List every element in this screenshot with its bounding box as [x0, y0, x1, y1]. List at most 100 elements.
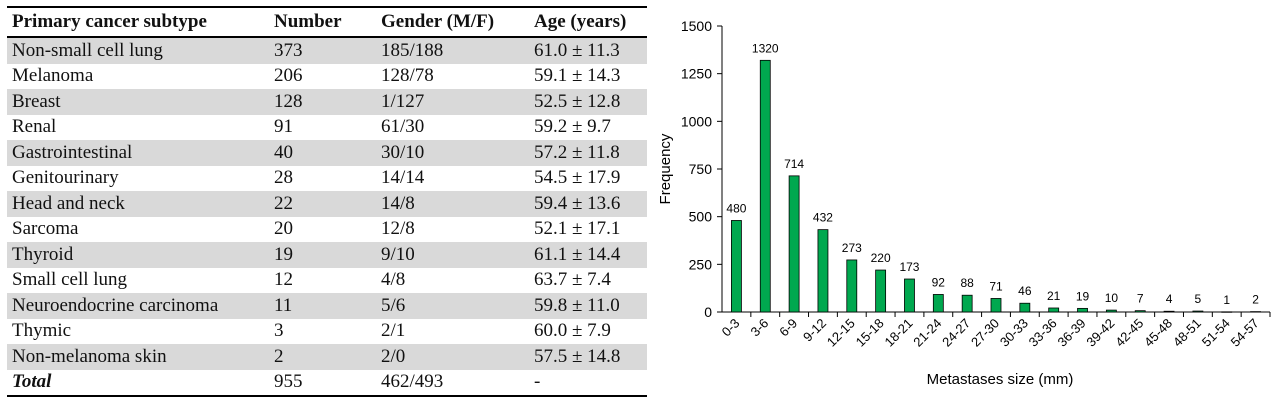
cell-gender: 1/127	[381, 90, 425, 112]
cell-gender: 30/10	[381, 141, 425, 163]
cell-gender: 12/8	[381, 218, 415, 240]
cell-number: 91	[274, 116, 293, 138]
cell-subtype: Neuroendocrine carcinoma	[12, 294, 219, 316]
cell-age: 63.7 ± 7.4	[534, 269, 611, 291]
cancer-subtype-table: Primary cancer subtype Number Gender (M/…	[7, 6, 647, 397]
x-tick-label: 15-18	[853, 316, 887, 350]
bar	[875, 269, 887, 313]
data-label: 92	[932, 275, 946, 289]
table-header-row: Primary cancer subtype Number Gender (M/…	[7, 7, 647, 37]
data-label: 71	[989, 279, 1003, 293]
data-label: 480	[726, 201, 746, 215]
cell-age: 61.0 ± 11.3	[534, 39, 620, 61]
cell-number: 373	[274, 39, 303, 61]
total-cell-gender: 462/493	[381, 371, 444, 393]
x-tick-label: 48-51	[1170, 316, 1204, 350]
cell-subtype: Gastrointestinal	[12, 141, 133, 163]
cell-subtype: Melanoma	[12, 65, 94, 87]
header-age: Age (years)	[534, 11, 627, 32]
x-tick-label: 0-3	[719, 316, 743, 340]
data-label: 21	[1047, 289, 1061, 303]
cell-age: 59.2 ± 9.7	[534, 116, 611, 138]
cell-subtype: Breast	[12, 90, 61, 112]
cell-subtype: Head and neck	[12, 192, 125, 214]
x-tick-label: 33-36	[1026, 316, 1060, 350]
cell-gender: 5/6	[381, 294, 406, 316]
header-subtype: Primary cancer subtype	[12, 11, 207, 32]
x-tick-label: 30-33	[997, 316, 1031, 350]
data-label: 1	[1223, 293, 1230, 307]
x-axis-title: Metastases size (mm)	[927, 371, 1074, 388]
table-row: Sarcoma 20 12/8 52.1 ± 17.1	[7, 217, 647, 243]
bar	[817, 229, 829, 313]
y-tick-label: 0	[704, 304, 712, 320]
data-label: 7	[1137, 292, 1144, 306]
cell-subtype: Non-melanoma skin	[12, 345, 167, 367]
cell-subtype: Renal	[12, 116, 57, 138]
bar	[759, 59, 771, 313]
bar	[1163, 310, 1175, 313]
cell-age: 52.5 ± 12.8	[534, 90, 621, 112]
header-gender: Gender (M/F)	[381, 11, 495, 32]
cell-gender: 61/30	[381, 116, 425, 138]
cell-number: 19	[274, 243, 293, 265]
x-tick-label: 36-39	[1055, 316, 1089, 350]
table-row: Non-small cell lung 373 185/188 61.0 ± 11.3	[7, 37, 647, 64]
cell-number: 28	[274, 167, 293, 189]
table-total-row: Total 955 462/493 -	[7, 370, 647, 396]
cell-age: 52.1 ± 17.1	[534, 218, 621, 240]
cell-age: 54.5 ± 17.9	[534, 167, 621, 189]
data-label: 714	[784, 157, 804, 171]
data-label: 10	[1105, 291, 1119, 305]
table-row: Neuroendocrine carcinoma 11 5/6 59.8 ± 11.0	[7, 293, 647, 319]
cell-age: 59.4 ± 13.6	[534, 192, 621, 214]
cell-number: 22	[274, 192, 293, 214]
x-tick-label: 51-54	[1199, 316, 1233, 350]
bar	[1221, 311, 1233, 313]
bar	[904, 278, 915, 313]
cell-age: 57.5 ± 14.8	[534, 345, 621, 367]
x-tick-label: 54-57	[1228, 316, 1262, 350]
bar	[990, 298, 1002, 313]
data-label: 46	[1018, 284, 1032, 298]
table-row: Small cell lung 12 4/8 63.7 ± 7.4	[7, 268, 647, 294]
cancer-subtype-table-container: Primary cancer subtype Number Gender (M/…	[7, 6, 647, 397]
cell-number: 20	[274, 218, 293, 240]
x-tick-label: 27-30	[968, 316, 1002, 350]
bar	[1250, 311, 1261, 313]
cell-gender: 14/8	[381, 192, 415, 214]
x-tick-label: 39-42	[1083, 316, 1117, 350]
cell-gender: 2/0	[381, 345, 406, 367]
bar	[731, 220, 742, 313]
bar	[1048, 307, 1060, 313]
cell-gender: 4/8	[381, 269, 406, 291]
y-axis-title: Frequency	[657, 133, 674, 204]
bar	[1134, 310, 1146, 313]
table-row: Thyroid 19 9/10 61.1 ± 14.4	[7, 242, 647, 268]
total-cell-subtype: Total	[12, 371, 52, 393]
bar	[1077, 307, 1088, 313]
cell-age: 59.8 ± 11.0	[534, 294, 620, 316]
table-row: Non-melanoma skin 2 2/0 57.5 ± 14.8	[7, 344, 647, 370]
cell-subtype: Genitourinary	[12, 167, 119, 189]
y-tick-label: 250	[689, 256, 713, 272]
table-row: Renal 91 61/30 59.2 ± 9.7	[7, 115, 647, 141]
table-row: Head and neck 22 14/8 59.4 ± 13.6	[7, 191, 647, 217]
table-row: Melanoma 206 128/78 59.1 ± 14.3	[7, 64, 647, 90]
cell-number: 11	[274, 294, 293, 316]
data-label: 5	[1195, 292, 1202, 306]
total-cell-number: 955	[274, 371, 303, 393]
cell-gender: 9/10	[381, 243, 415, 265]
cell-age: 59.1 ± 14.3	[534, 65, 621, 87]
y-tick-label: 1500	[681, 18, 712, 34]
table-row: Thymic 3 2/1 60.0 ± 7.9	[7, 319, 647, 345]
x-tick-label: 18-21	[881, 316, 915, 350]
data-label: 273	[842, 241, 862, 255]
y-tick-label: 1250	[681, 66, 712, 82]
cell-number: 40	[274, 141, 293, 163]
data-label: 88	[960, 276, 974, 290]
cell-number: 128	[274, 90, 303, 112]
cell-gender: 185/188	[381, 39, 444, 61]
x-tick-label: 42-45	[1112, 316, 1146, 350]
metastases-size-histogram: 02505007501000125015004800-313203-67146-…	[657, 18, 1271, 388]
